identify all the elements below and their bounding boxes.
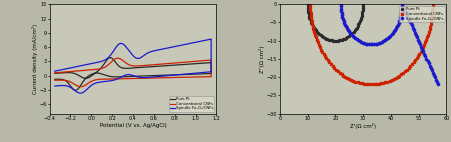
Conventional CNFs (107, 62, 113, 64)
Line: Conventional CNFs: Conventional CNFs (309, 3, 433, 85)
Spindle Fe₂O₃/CNFs (129, 74, 134, 76)
Legend: Pure Pt, Conventional CNFs, Spindle Fe₂O₃/CNFs: Pure Pt, Conventional CNFs, Spindle Fe₂O… (399, 6, 445, 22)
Pure Pt (180, 74, 186, 75)
Conventional CNFs (133, 65, 138, 67)
Spindle Fe₂O₃/CNFs (360, 42, 365, 43)
Line: Spindle Fe₂O₃/CNFs: Spindle Fe₂O₃/CNFs (55, 39, 211, 93)
Line: Pure Pt: Pure Pt (55, 58, 211, 90)
Conventional CNFs (308, 3, 313, 5)
Spindle Fe₂O₃/CNFs (436, 84, 441, 85)
Spindle Fe₂O₃/CNFs (194, 41, 199, 43)
Conventional CNFs (156, 77, 161, 79)
Line: Spindle Fe₂O₃/CNFs: Spindle Fe₂O₃/CNFs (340, 3, 439, 85)
Pure Pt (52, 78, 58, 80)
Spindle Fe₂O₃/CNFs (52, 70, 58, 72)
Legend: Pure Pt, Conventional CNFs, Spindle Fe₂O₃/CNFs: Pure Pt, Conventional CNFs, Spindle Fe₂O… (169, 96, 214, 112)
Line: Pure Pt: Pure Pt (307, 3, 364, 42)
Spindle Fe₂O₃/CNFs (133, 57, 138, 59)
Spindle Fe₂O₃/CNFs (78, 92, 83, 94)
Pure Pt (318, 34, 323, 36)
Conventional CNFs (423, 41, 428, 43)
Conventional CNFs (78, 86, 84, 88)
Pure Pt (319, 35, 325, 37)
Spindle Fe₂O₃/CNFs (379, 41, 385, 43)
Spindle Fe₂O₃/CNFs (383, 38, 389, 40)
Conventional CNFs (194, 60, 200, 62)
Conventional CNFs (406, 67, 411, 69)
Conventional CNFs (313, 36, 318, 38)
Conventional CNFs (180, 76, 186, 78)
Pure Pt (133, 67, 138, 69)
Spindle Fe₂O₃/CNFs (412, 32, 418, 33)
Pure Pt (332, 40, 337, 42)
Pure Pt (305, 3, 310, 5)
Spindle Fe₂O₃/CNFs (180, 74, 186, 75)
Conventional CNFs (430, 3, 435, 5)
Conventional CNFs (52, 72, 58, 74)
Pure Pt (52, 72, 58, 74)
Pure Pt (108, 57, 114, 59)
Conventional CNFs (368, 84, 373, 85)
Conventional CNFs (129, 78, 134, 79)
Pure Pt (360, 3, 366, 5)
Pure Pt (194, 63, 200, 64)
Conventional CNFs (52, 79, 58, 81)
Conventional CNFs (424, 36, 430, 38)
Pure Pt (313, 30, 319, 31)
Pure Pt (107, 57, 113, 59)
Spindle Fe₂O₃/CNFs (399, 10, 405, 12)
Spindle Fe₂O₃/CNFs (208, 38, 214, 40)
Pure Pt (315, 32, 321, 34)
Y-axis label: Current density (mA/cm²): Current density (mA/cm²) (32, 24, 38, 94)
Pure Pt (156, 75, 161, 76)
Spindle Fe₂O₃/CNFs (107, 55, 113, 56)
Spindle Fe₂O₃/CNFs (156, 76, 161, 77)
Line: Conventional CNFs: Conventional CNFs (55, 58, 211, 87)
Spindle Fe₂O₃/CNFs (399, 3, 405, 5)
Y-axis label: Z''(Ω cm²): Z''(Ω cm²) (259, 45, 265, 73)
X-axis label: Potential (V vs. Ag/AgCl): Potential (V vs. Ag/AgCl) (100, 123, 166, 128)
Conventional CNFs (115, 57, 120, 59)
Pure Pt (345, 36, 350, 38)
Spindle Fe₂O₃/CNFs (349, 34, 354, 35)
Pure Pt (73, 89, 78, 91)
Spindle Fe₂O₃/CNFs (52, 85, 58, 87)
Conventional CNFs (333, 69, 339, 70)
Spindle Fe₂O₃/CNFs (338, 3, 344, 5)
X-axis label: Z'(Ω cm²): Z'(Ω cm²) (350, 123, 376, 129)
Conventional CNFs (429, 12, 435, 14)
Pure Pt (129, 76, 134, 77)
Pure Pt (308, 22, 314, 24)
